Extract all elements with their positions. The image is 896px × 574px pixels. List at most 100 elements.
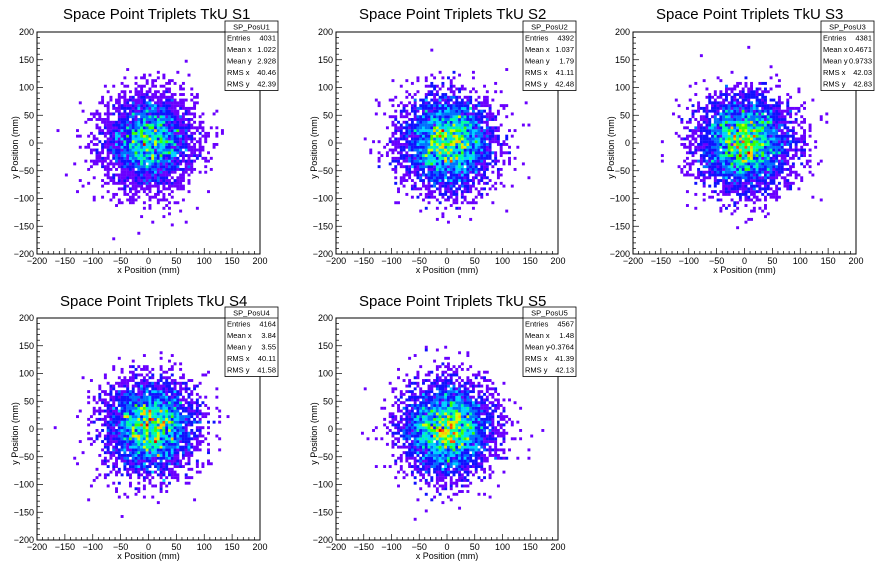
histogram-bin — [128, 187, 132, 191]
histogram-bin — [190, 437, 194, 441]
histogram-bin — [491, 118, 495, 121]
x-tick-label: −200 — [326, 256, 346, 266]
histogram-bin — [184, 106, 188, 110]
histogram-bin — [444, 120, 448, 124]
y-axis-label: y Position (mm) — [309, 116, 319, 179]
histogram-bin — [764, 179, 767, 182]
histogram-bin — [190, 445, 194, 449]
histogram-bin — [109, 470, 113, 474]
histogram-bin — [140, 159, 144, 163]
histogram-bin — [724, 93, 728, 96]
histogram-bin — [447, 198, 450, 202]
histogram-bin — [769, 129, 773, 133]
histogram-bin — [738, 93, 742, 96]
histogram-bin — [466, 159, 470, 163]
histogram-bin — [416, 176, 420, 180]
histogram-bin — [741, 170, 745, 174]
histogram-bin — [772, 151, 776, 155]
y-axis-label: y Position (mm) — [10, 116, 20, 179]
histogram-bin — [727, 140, 731, 144]
histogram-bin — [458, 215, 462, 219]
histogram-bin — [142, 190, 146, 194]
histogram-bin — [688, 143, 692, 146]
histogram-bin — [469, 201, 473, 205]
histogram-bin — [786, 109, 790, 113]
histogram-bin — [168, 167, 171, 171]
histogram-bin — [752, 123, 756, 127]
histogram-bin — [433, 167, 437, 171]
histogram-bin — [769, 167, 773, 171]
histogram-bin — [697, 148, 701, 152]
histogram-bin — [724, 206, 728, 210]
histogram-bin — [154, 79, 158, 83]
histogram-bin — [750, 118, 754, 121]
histogram-bin — [159, 137, 163, 141]
histogram-bin — [727, 131, 731, 135]
histogram-bin — [736, 131, 740, 135]
histogram-bin — [405, 115, 409, 119]
histogram-bin — [702, 198, 706, 202]
histogram-bin — [168, 137, 171, 141]
histogram-bin — [117, 448, 121, 452]
histogram-bin — [98, 159, 102, 163]
histogram-bin — [819, 159, 823, 163]
histogram-bin — [485, 120, 489, 124]
histogram-bin — [173, 179, 177, 182]
histogram-bin — [410, 156, 414, 160]
histogram-bin — [764, 151, 767, 155]
histogram-bin — [168, 87, 171, 91]
histogram-bin — [463, 106, 467, 110]
histogram-bin — [123, 123, 127, 127]
histogram-bin — [424, 145, 428, 149]
histogram-bin — [786, 137, 790, 141]
histogram-bin — [764, 106, 767, 110]
histogram-bin — [722, 151, 726, 155]
histogram-bin — [491, 112, 495, 116]
histogram-bin — [179, 187, 183, 191]
histogram-bin — [120, 167, 124, 171]
histogram-bin — [126, 431, 130, 435]
histogram-bin — [134, 106, 138, 110]
histogram-bin — [444, 134, 448, 138]
x-tick-label: 100 — [793, 256, 808, 266]
histogram-bin — [168, 115, 171, 119]
histogram-bin — [92, 406, 96, 410]
histogram-bin — [198, 154, 202, 158]
histogram-bin — [419, 179, 423, 182]
histogram-bin — [148, 123, 152, 127]
histogram-bin — [719, 206, 723, 210]
histogram-bin — [112, 467, 116, 471]
histogram-bin — [413, 112, 417, 116]
histogram-bin — [394, 95, 398, 99]
histogram-bin — [758, 181, 762, 185]
histogram-bin — [458, 134, 462, 138]
histogram-bin — [452, 179, 456, 182]
histogram-bin — [115, 154, 118, 158]
histogram-bin — [688, 98, 692, 102]
histogram-bin — [483, 115, 486, 119]
histogram-bin — [455, 118, 459, 121]
histogram-bin — [444, 162, 448, 166]
histogram-bin — [179, 123, 183, 127]
histogram-bin — [123, 154, 127, 158]
histogram-bin — [179, 101, 183, 105]
histogram-bin — [496, 112, 500, 116]
histogram-bin — [131, 448, 135, 452]
histogram-bin — [789, 173, 793, 177]
histogram-bin — [176, 120, 180, 124]
histogram-bin — [738, 90, 742, 94]
histogram-bin — [201, 415, 205, 419]
histogram-bin — [187, 181, 191, 185]
histogram-bin — [173, 137, 177, 141]
histogram-bin — [416, 129, 420, 133]
histogram-bin — [719, 90, 723, 94]
histogram-bin — [101, 120, 105, 124]
histogram-bin — [780, 151, 784, 155]
histogram-bin — [128, 159, 132, 163]
histogram-bin — [791, 165, 795, 169]
histogram-bin — [140, 415, 144, 419]
histogram-bin — [458, 120, 462, 124]
histogram-bin — [733, 176, 737, 180]
histogram-bin — [752, 179, 756, 182]
histogram-bin — [433, 106, 437, 110]
